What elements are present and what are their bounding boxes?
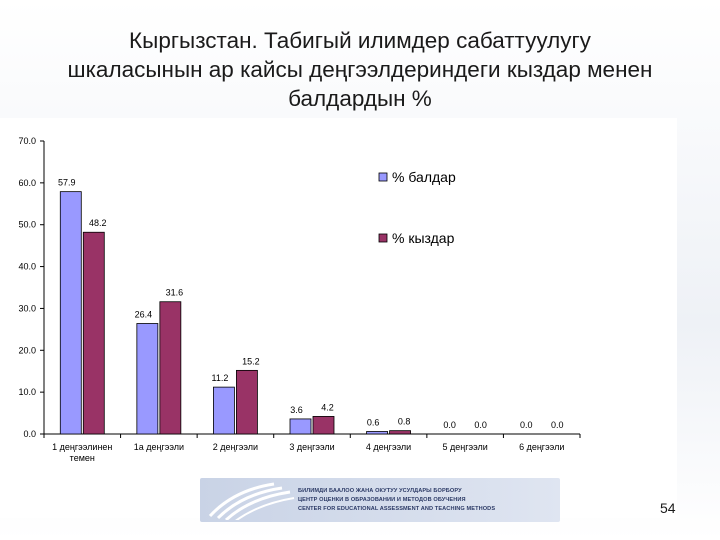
y-tick-label: 0.0 (23, 429, 36, 439)
slide-title: Кыргызстан. Табигый илимдер сабаттуулугу… (20, 26, 700, 113)
legend-swatch-girls (378, 233, 388, 243)
data-label: 0.0 (443, 420, 456, 430)
legend-swatch-boys (378, 172, 388, 182)
y-tick-label: 70.0 (18, 136, 36, 146)
data-label: 4.2 (321, 402, 334, 412)
legend-label: % балдар (392, 169, 456, 185)
y-tick-label: 20.0 (18, 345, 36, 355)
data-label: 0.0 (474, 420, 487, 430)
bar-girls (159, 301, 182, 435)
data-label: 0.0 (520, 420, 533, 430)
bar-boys (289, 418, 312, 435)
x-category-label: 5 деңгээли (443, 442, 488, 452)
y-tick-label: 30.0 (18, 303, 36, 313)
data-label: 26.4 (135, 309, 153, 319)
bar-girls (236, 369, 258, 435)
data-label: 3.6 (290, 405, 303, 415)
data-label: 31.6 (166, 288, 184, 298)
bar-girls (389, 430, 411, 435)
logo-swoosh-icon (208, 482, 295, 520)
chart-panel (0, 118, 677, 518)
title-line-2: шкаласынын ар кайсы деңгээлдериндеги кыз… (67, 57, 653, 82)
data-label: 57.9 (58, 178, 76, 188)
data-label: 15.2 (242, 356, 260, 366)
bar-girls (82, 231, 105, 435)
x-category-label: 6 деңгээли (519, 442, 564, 452)
data-label: 11.2 (211, 373, 228, 383)
page-number: 54 (660, 500, 676, 516)
x-category-label: 4 деңгээли (366, 442, 411, 452)
bar-boys (213, 386, 235, 435)
y-tick-label: 50.0 (18, 220, 36, 230)
organization-logo: БИЛИМДИ БААЛОО ЖАНА ОКУТУУ УСУЛДАРЫ БОРБ… (200, 478, 560, 522)
title-line-3: балдардын % (288, 86, 432, 111)
logo-text-russian: ЦЕНТР ОЦЕНКИ В ОБРАЗОВАНИИ И МЕТОДОВ ОБУ… (298, 497, 466, 503)
y-tick-label: 10.0 (18, 387, 36, 397)
data-label: 0.6 (367, 417, 380, 427)
logo-text-kyrgyz: БИЛИМДИ БААЛОО ЖАНА ОКУТУУ УСУЛДАРЫ БОРБ… (298, 488, 462, 494)
y-tick-label: 60.0 (18, 178, 36, 188)
bar-boys (136, 323, 159, 435)
bar-boys (366, 431, 388, 435)
x-category-label: 1 деңгээлинен (52, 442, 112, 452)
x-category-label: 2 деңгээли (213, 442, 258, 452)
legend-label: % кыздар (392, 230, 455, 246)
data-label: 48.2 (89, 218, 107, 228)
bar-boys (59, 191, 82, 435)
logo-text-english: CENTER FOR EDUCATIONAL ASSESSMENT AND TE… (298, 506, 496, 512)
x-category-label: 1а деңгээли (134, 442, 184, 452)
bar-girls (312, 416, 335, 435)
data-label: 0.8 (398, 417, 411, 427)
title-line-1: Кыргызстан. Табигый илимдер сабаттуулугу (129, 28, 591, 53)
x-category-label: 3 деңгээли (289, 442, 334, 452)
y-tick-label: 40.0 (18, 262, 36, 272)
x-category-label: темен (70, 453, 95, 463)
data-label: 0.0 (551, 420, 564, 430)
